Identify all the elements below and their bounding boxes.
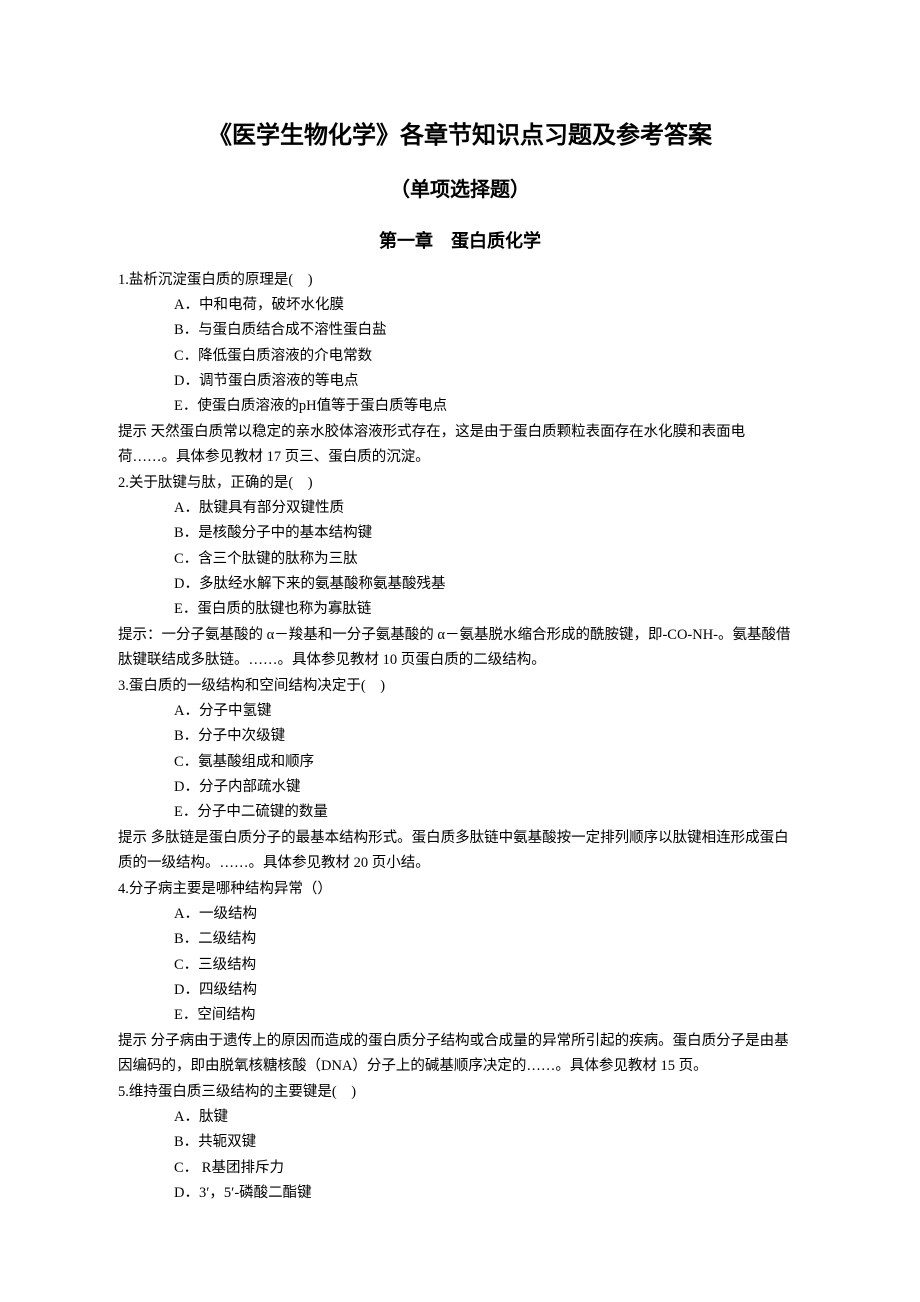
question-hint: 提示 分子病由于遗传上的原因而造成的蛋白质分子结构或合成量的异常所引起的疾病。蛋… <box>118 1029 802 1080</box>
option-a: A．中和电荷，破坏水化膜 <box>118 293 802 318</box>
question-stem: 3.蛋白质的一级结构和空间结构决定于( ) <box>118 674 802 699</box>
option-e: E．空间结构 <box>118 1003 802 1028</box>
option-d: D．四级结构 <box>118 978 802 1003</box>
chapter-title: 第一章 蛋白质化学 <box>118 226 802 258</box>
option-d: D．3′，5′-磷酸二酯键 <box>118 1181 802 1206</box>
option-a: A．肽键具有部分双键性质 <box>118 496 802 521</box>
option-c: C．三级结构 <box>118 953 802 978</box>
option-d: D．调节蛋白质溶液的等电点 <box>118 369 802 394</box>
option-e: E．分子中二硫键的数量 <box>118 800 802 825</box>
option-d: D．分子内部疏水键 <box>118 775 802 800</box>
document-page: 《医学生物化学》各章节知识点习题及参考答案 （单项选择题） 第一章 蛋白质化学 … <box>0 0 920 1286</box>
option-a: A．肽键 <box>118 1105 802 1130</box>
question-stem: 4.分子病主要是哪种结构异常（） <box>118 877 802 902</box>
option-a: A．分子中氢键 <box>118 699 802 724</box>
question-stem: 1.盐析沉淀蛋白质的原理是( ) <box>118 268 802 293</box>
option-b: B．是核酸分子中的基本结构键 <box>118 521 802 546</box>
question-hint: 提示：一分子氨基酸的 α－羧基和一分子氨基酸的 α－氨基脱水缩合形成的酰胺键，即… <box>118 623 802 674</box>
option-c: C．氨基酸组成和顺序 <box>118 750 802 775</box>
option-d: D．多肽经水解下来的氨基酸称氨基酸残基 <box>118 572 802 597</box>
option-c: C．含三个肽键的肽称为三肽 <box>118 547 802 572</box>
question-hint: 提示 多肽链是蛋白质分子的最基本结构形式。蛋白质多肽链中氨基酸按一定排列顺序以肽… <box>118 826 802 877</box>
option-c: C．降低蛋白质溶液的介电常数 <box>118 344 802 369</box>
title-sub: （单项选择题） <box>118 173 802 208</box>
question-stem: 2.关于肽键与肽，正确的是( ) <box>118 471 802 496</box>
option-c: C． R基团排斥力 <box>118 1156 802 1181</box>
option-b: B．二级结构 <box>118 927 802 952</box>
option-b: B．与蛋白质结合成不溶性蛋白盐 <box>118 318 802 343</box>
option-e: E．使蛋白质溶液的pH值等于蛋白质等电点 <box>118 394 802 419</box>
title-main: 《医学生物化学》各章节知识点习题及参考答案 <box>118 115 802 157</box>
option-b: B．共轭双键 <box>118 1130 802 1155</box>
question-stem: 5.维持蛋白质三级结构的主要键是( ) <box>118 1080 802 1105</box>
option-e: E．蛋白质的肽键也称为寡肽链 <box>118 597 802 622</box>
question-hint: 提示 天然蛋白质常以稳定的亲水胶体溶液形式存在，这是由于蛋白质颗粒表面存在水化膜… <box>118 420 802 471</box>
option-b: B．分子中次级键 <box>118 724 802 749</box>
option-a: A．一级结构 <box>118 902 802 927</box>
